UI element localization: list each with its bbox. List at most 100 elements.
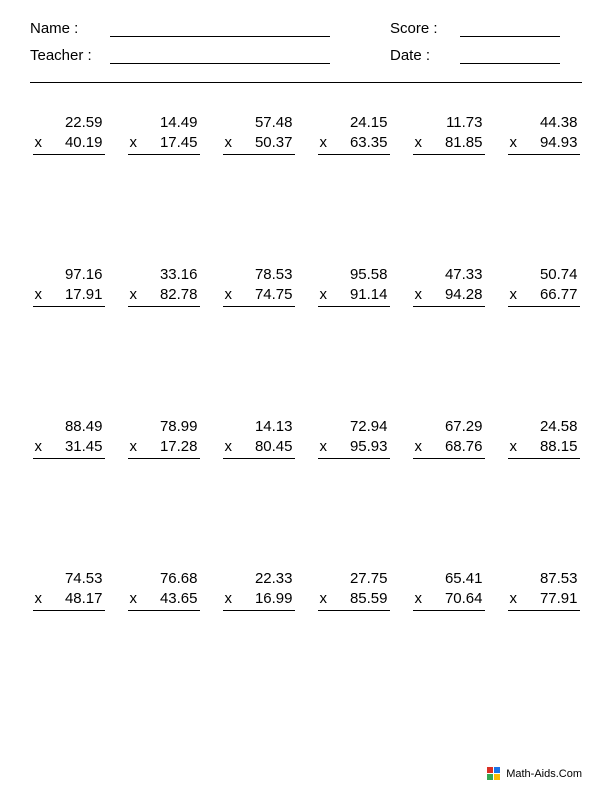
multiplicand: 57.48 bbox=[223, 113, 295, 133]
teacher-blank[interactable] bbox=[110, 48, 330, 64]
operator: x bbox=[508, 285, 518, 305]
worksheet-page: Name : Score : Teacher : Date : 22.59x40… bbox=[0, 0, 612, 792]
operator: x bbox=[508, 133, 518, 153]
multiplier: 17.91 bbox=[65, 286, 103, 303]
multiplier-row: x66.77 bbox=[508, 285, 580, 308]
multiplicand: 44.38 bbox=[508, 113, 580, 133]
multiplicand: 72.94 bbox=[318, 417, 390, 437]
problem: 24.15x 63.35 bbox=[318, 113, 390, 155]
multiplicand: 24.58 bbox=[508, 417, 580, 437]
multiplier-row: x48.17 bbox=[33, 589, 105, 612]
problem: 78.53x74.75 bbox=[223, 265, 295, 307]
multiplier: 63.35 bbox=[350, 134, 388, 151]
multiplier-row: x 74.75 bbox=[223, 285, 295, 308]
multiplier-row: x 68.76 bbox=[413, 437, 485, 460]
problem: 47.33x94.28 bbox=[413, 265, 485, 307]
operator: x bbox=[223, 589, 233, 609]
problem: 57.48x 50.37 bbox=[223, 113, 295, 155]
multiplier: 68.76 bbox=[445, 438, 483, 455]
logo-tile bbox=[487, 767, 493, 773]
operator: x bbox=[413, 437, 423, 457]
problem: 22.33x16.99 bbox=[223, 569, 295, 611]
multiplier-row: x 43.65 bbox=[128, 589, 200, 612]
multiplier: 16.99 bbox=[255, 590, 293, 607]
multiplicand: 67.29 bbox=[413, 417, 485, 437]
operator: x bbox=[318, 589, 328, 609]
multiplier-row: x 85.59 bbox=[318, 589, 390, 612]
problem: 76.68x 43.65 bbox=[128, 569, 200, 611]
score-label: Score : bbox=[390, 20, 460, 37]
name-blank[interactable] bbox=[110, 21, 330, 37]
problem: 67.29x 68.76 bbox=[413, 417, 485, 459]
problem: 24.58x88.15 bbox=[508, 417, 580, 459]
operator: x bbox=[128, 133, 138, 153]
operator: x bbox=[33, 589, 43, 609]
name-label: Name : bbox=[30, 20, 110, 37]
multiplier: 85.59 bbox=[350, 590, 388, 607]
multiplier-row: x 94.93 bbox=[508, 133, 580, 156]
problems-grid: 22.59x40.1914.49x17.4557.48x50.3724.15x6… bbox=[30, 113, 582, 611]
header-row-1: Name : Score : bbox=[30, 20, 582, 37]
problem: 65.41x70.64 bbox=[413, 569, 485, 611]
operator: x bbox=[128, 589, 138, 609]
operator: x bbox=[318, 133, 328, 153]
logo-tile bbox=[494, 767, 500, 773]
multiplicand: 11.73 bbox=[413, 113, 485, 133]
problem: 33.16x82.78 bbox=[128, 265, 200, 307]
problem: 97.16x17.91 bbox=[33, 265, 105, 307]
problem: 78.99x17.28 bbox=[128, 417, 200, 459]
operator: x bbox=[33, 437, 43, 457]
operator: x bbox=[223, 133, 233, 153]
multiplier-row: x 17.45 bbox=[128, 133, 200, 156]
multiplier: 31.45 bbox=[65, 438, 103, 455]
multiplicand: 95.58 bbox=[318, 265, 390, 285]
header-divider bbox=[30, 82, 582, 83]
score-blank[interactable] bbox=[460, 21, 560, 37]
operator: x bbox=[318, 437, 328, 457]
multiplier: 81.85 bbox=[445, 134, 483, 151]
multiplier-row: x 80.45 bbox=[223, 437, 295, 460]
multiplicand: 88.49 bbox=[33, 417, 105, 437]
problem: 50.74x66.77 bbox=[508, 265, 580, 307]
operator: x bbox=[223, 437, 233, 457]
operator: x bbox=[413, 285, 423, 305]
date-blank[interactable] bbox=[460, 48, 560, 64]
operator: x bbox=[508, 437, 518, 457]
multiplier-row: x40.19 bbox=[33, 133, 105, 156]
multiplier-row: x 31.45 bbox=[33, 437, 105, 460]
multiplicand: 33.16 bbox=[128, 265, 200, 285]
operator: x bbox=[223, 285, 233, 305]
multiplier-row: x88.15 bbox=[508, 437, 580, 460]
multiplier-row: x 91.14 bbox=[318, 285, 390, 308]
operator: x bbox=[33, 133, 43, 153]
multiplier: 50.37 bbox=[255, 134, 293, 151]
multiplier: 94.93 bbox=[540, 134, 578, 151]
multiplicand: 97.16 bbox=[33, 265, 105, 285]
multiplier: 77.91 bbox=[540, 590, 578, 607]
multiplier: 80.45 bbox=[255, 438, 293, 455]
multiplicand: 14.13 bbox=[223, 417, 295, 437]
problem: 88.49x 31.45 bbox=[33, 417, 105, 459]
multiplicand: 22.59 bbox=[33, 113, 105, 133]
multiplier: 91.14 bbox=[350, 286, 388, 303]
multiplicand: 24.15 bbox=[318, 113, 390, 133]
problem: 11.73x 81.85 bbox=[413, 113, 485, 155]
multiplier: 43.65 bbox=[160, 590, 198, 607]
multiplier-row: x 63.35 bbox=[318, 133, 390, 156]
problem: 14.49x17.45 bbox=[128, 113, 200, 155]
multiplicand: 50.74 bbox=[508, 265, 580, 285]
header-row-2: Teacher : Date : bbox=[30, 47, 582, 64]
multiplicand: 76.68 bbox=[128, 569, 200, 589]
operator: x bbox=[128, 285, 138, 305]
operator: x bbox=[318, 285, 328, 305]
multiplier-row: x77.91 bbox=[508, 589, 580, 612]
multiplicand: 74.53 bbox=[33, 569, 105, 589]
multiplicand: 78.99 bbox=[128, 417, 200, 437]
problem: 22.59x40.19 bbox=[33, 113, 105, 155]
multiplier: 94.28 bbox=[445, 286, 483, 303]
problem: 95.58x 91.14 bbox=[318, 265, 390, 307]
multiplier-row: x70.64 bbox=[413, 589, 485, 612]
multiplier: 74.75 bbox=[255, 286, 293, 303]
operator: x bbox=[413, 133, 423, 153]
multiplier: 17.45 bbox=[160, 134, 198, 151]
